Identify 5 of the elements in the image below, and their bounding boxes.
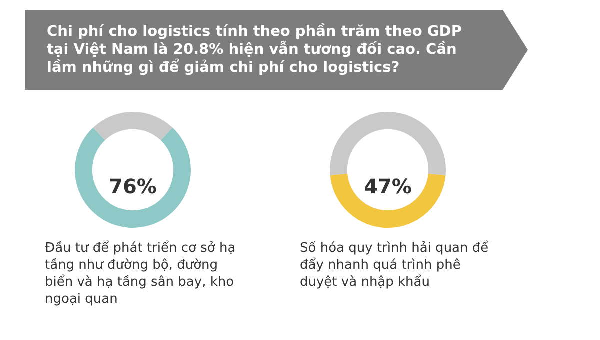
text: Đầu tư để phát triển cơ sở hạ tầng như đường bộ, đường biển và hạ tầng sân bay, kho ngoại quan <box>45 240 237 308</box>
text: Số hóa quy trình hải quan để đẩy nhanh quá trình phê duyệt và nhập khẩu <box>300 240 490 291</box>
text: Chi phí cho logistics tính theo phần trăm theo GDP tại Việt Nam là 20.8% hiện vẫn tương đối cao. Cần lầm những gì để giảm chi phí cho logistics? <box>47 23 463 77</box>
data-label: 47% <box>364 174 412 198</box>
data-label: 76% <box>109 174 157 198</box>
